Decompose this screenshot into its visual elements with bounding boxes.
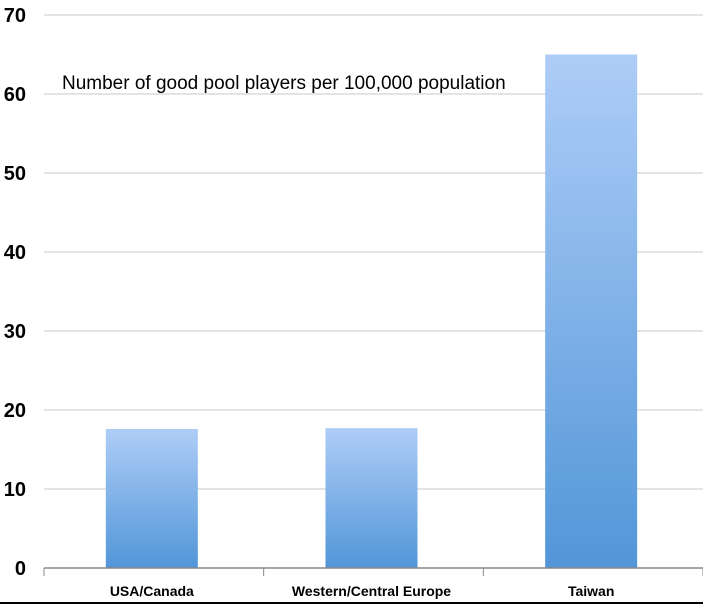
y-tick-label: 50	[4, 163, 26, 185]
bar	[105, 428, 198, 568]
bars	[105, 54, 638, 568]
bar	[325, 428, 418, 568]
gridlines	[44, 14, 703, 490]
y-tick-label: 10	[4, 479, 26, 501]
y-tick-label: 0	[15, 558, 26, 580]
bar	[545, 54, 638, 568]
x-category-label: Taiwan	[568, 583, 614, 599]
x-category-label: Western/Central Europe	[292, 583, 451, 599]
y-axis-ticks: 0 10 20 30 40 50 60 70	[4, 5, 26, 580]
y-tick-label: 40	[4, 242, 26, 264]
chart-annotation: Number of good pool players per 100,000 …	[62, 73, 506, 94]
y-tick-label: 20	[4, 400, 26, 422]
x-axis-categories: USA/Canada Western/Central Europe Taiwan	[110, 583, 615, 599]
y-tick-label: 70	[4, 5, 26, 27]
y-tick-label: 60	[4, 84, 26, 106]
x-axis	[0, 567, 703, 604]
y-tick-label: 30	[4, 321, 26, 343]
x-category-label: USA/Canada	[110, 583, 194, 599]
